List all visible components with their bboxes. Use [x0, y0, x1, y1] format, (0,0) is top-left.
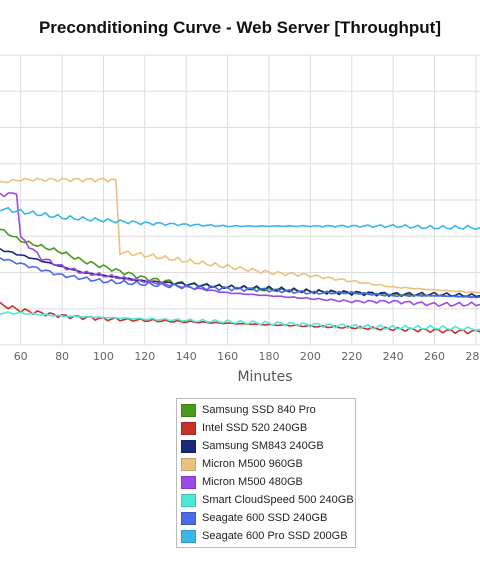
legend-item: Intel SSD 520 240GB: [177, 419, 355, 437]
chart-title: Preconditioning Curve - Web Server [Thro…: [38, 18, 442, 37]
legend-label: Micron M500 480GB: [202, 476, 303, 488]
legend-item: Seagate 600 Pro SSD 200GB: [177, 527, 355, 545]
legend-item: Micron M500 960GB: [177, 455, 355, 473]
x-tick-label: 180: [258, 350, 279, 363]
legend-label: Samsung SM843 240GB: [202, 440, 324, 452]
x-tick-label: 220: [341, 350, 362, 363]
x-tick-label: 240: [383, 350, 404, 363]
legend-label: Intel SSD 520 240GB: [202, 422, 308, 434]
legend-swatch: [181, 511, 196, 525]
x-axis-label: Minutes: [237, 369, 293, 385]
legend-swatch: [181, 457, 196, 471]
legend-item: Samsung SSD 840 Pro: [177, 401, 355, 419]
legend-item: Samsung SM843 240GB: [177, 437, 355, 455]
legend-label: Samsung SSD 840 Pro: [202, 404, 316, 416]
legend-swatch: [181, 475, 196, 489]
x-tick-label: 60: [14, 350, 28, 363]
legend-label: Micron M500 960GB: [202, 458, 303, 470]
x-tick-label: 160: [217, 350, 238, 363]
legend-swatch: [181, 529, 196, 543]
x-tick-label: 200: [300, 350, 321, 363]
x-tick-label: 80: [55, 350, 69, 363]
series-line-micron-m500-960gb: [0, 177, 480, 294]
series-line-seagate-600-pro-ssd-200gb: [0, 207, 480, 230]
legend: Samsung SSD 840 Pro Intel SSD 520 240GB Sa…: [176, 398, 356, 548]
x-tick-label: 140: [176, 350, 197, 363]
series-line-micron-m500-480gb: [0, 192, 480, 307]
series-line-smart-cloudspeed-500-240gb: [0, 311, 480, 332]
x-tick-label: 120: [134, 350, 155, 363]
legend-item: Micron M500 480GB: [177, 473, 355, 491]
x-tick-label: 100: [93, 350, 114, 363]
legend-item: Seagate 600 SSD 240GB: [177, 509, 355, 527]
legend-swatch: [181, 439, 196, 453]
series-line-seagate-600-ssd-240gb: [0, 257, 480, 299]
x-axis: 60 80 100 120 140 160 180 200 220 240 260 280: [14, 350, 480, 363]
series-lines: [0, 177, 480, 335]
legend-label: Smart CloudSpeed 500 240GB: [202, 494, 354, 506]
legend-label: Seagate 600 SSD 240GB: [202, 512, 328, 524]
x-tick-label: 280: [465, 350, 480, 363]
legend-swatch: [181, 493, 196, 507]
x-tick-label: 260: [424, 350, 445, 363]
series-line-intel-ssd-520-240gb: [0, 301, 480, 335]
legend-item: Smart CloudSpeed 500 240GB: [177, 491, 355, 509]
legend-label: Seagate 600 Pro SSD 200GB: [202, 530, 348, 542]
grid: [0, 54, 480, 346]
legend-swatch: [181, 421, 196, 435]
legend-swatch: [181, 403, 196, 417]
